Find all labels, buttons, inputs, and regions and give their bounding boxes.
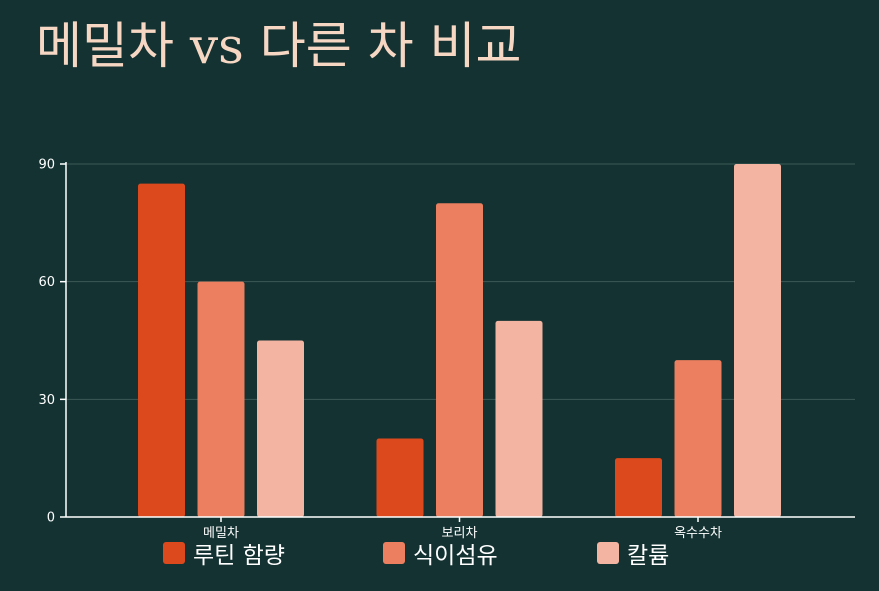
y-tick-label: 60 <box>38 275 55 290</box>
legend-swatch-potassium <box>597 542 619 564</box>
bars <box>138 164 781 517</box>
y-tick-label: 0 <box>47 511 55 526</box>
y-tick-label: 30 <box>38 393 55 408</box>
chart-title: 메밀차 vs 다른 차 비교 <box>36 17 522 75</box>
legend-swatch-fiber <box>383 542 405 564</box>
bar-1-2[interactable] <box>495 320 543 517</box>
bar-2-1[interactable] <box>674 360 722 517</box>
legend-swatch-rutin <box>163 542 185 564</box>
y-axis-ticks: 0 30 60 90 <box>38 158 66 526</box>
bar-2-2[interactable] <box>734 164 781 517</box>
bar-0-1[interactable] <box>197 281 245 517</box>
x-category-label: 메밀차 <box>203 526 239 541</box>
x-axis-labels: 메밀차 보리차 옥수수차 <box>203 526 722 541</box>
legend-item-potassium[interactable]: 칼륨 <box>597 538 670 569</box>
legend-label-fiber: 식이섬유 <box>413 543 498 569</box>
legend: 루틴 함량 식이섬유 칼륨 <box>163 538 843 569</box>
bar-2-0[interactable] <box>615 458 662 517</box>
bar-1-1[interactable] <box>436 203 483 517</box>
legend-item-fiber[interactable]: 식이섬유 <box>383 538 498 569</box>
bar-1-0[interactable] <box>376 438 424 517</box>
legend-label-potassium: 칼륨 <box>627 543 670 569</box>
bar-0-0[interactable] <box>138 183 185 517</box>
x-category-label: 보리차 <box>442 526 478 541</box>
legend-label-rutin: 루틴 함량 <box>193 543 285 569</box>
legend-item-rutin[interactable]: 루틴 함량 <box>163 538 285 569</box>
y-tick-label: 90 <box>38 158 55 173</box>
axes <box>65 162 855 522</box>
x-category-label: 옥수수차 <box>674 526 722 541</box>
bar-0-2[interactable] <box>257 340 304 518</box>
